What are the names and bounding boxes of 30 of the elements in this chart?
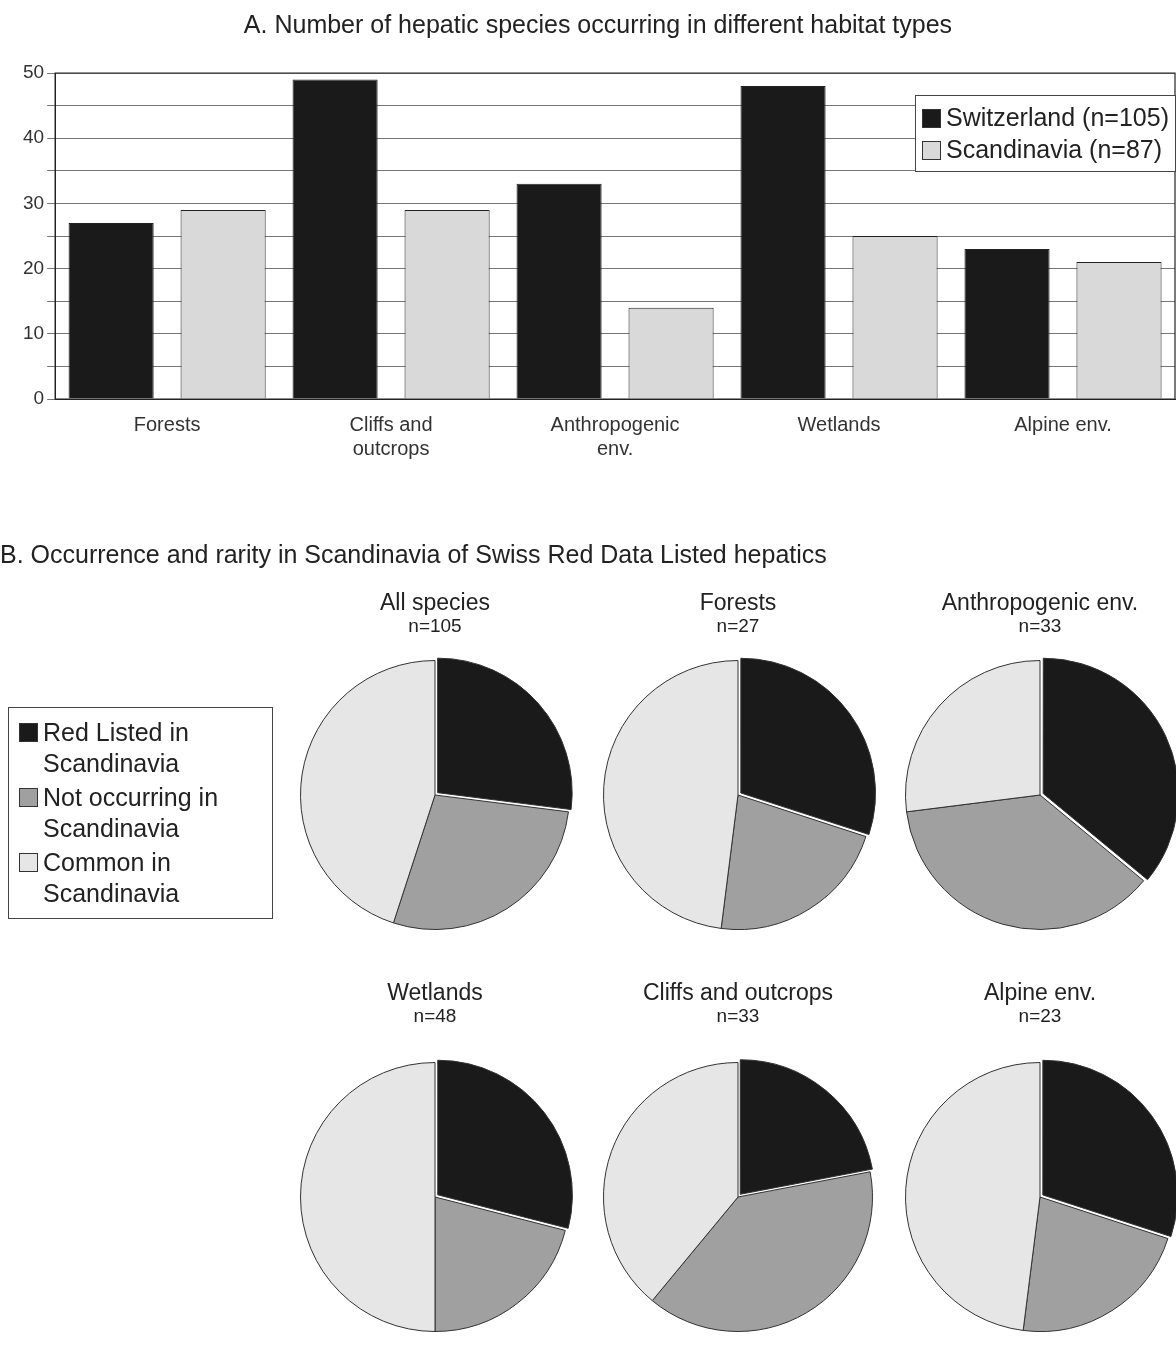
legend-label: Scandinavia (n=87) (945, 135, 1163, 164)
chart-title: Anthropogenic env. (940, 589, 1140, 615)
x-tick-label: Cliffs and outcrops (349, 412, 433, 459)
chart-subtitle: n=23 (1017, 1005, 1063, 1027)
chart-title: Forests (698, 589, 778, 615)
chart-subtitle: n=33 (1017, 615, 1063, 637)
chart-title: Wetlands (386, 979, 484, 1005)
legend-label: Red Listed in Scandinavia (43, 717, 190, 779)
y-tick-label: 10 (22, 322, 45, 344)
y-tick-label: 20 (22, 256, 45, 278)
chart-title: Alpine env. (982, 979, 1098, 1005)
chart-title: Cliffs and outcrops (641, 979, 835, 1005)
y-tick-label: 0 (33, 387, 45, 409)
chart-subtitle: n=48 (412, 1005, 458, 1027)
chart-subtitle: n=33 (715, 1005, 761, 1027)
text: B. Occurrence and rarity in Scandinavia of Swiss Red Data Listed hepatics (0, 540, 827, 569)
chart-subtitle: n=105 (407, 615, 463, 637)
chart-title: A. Number of hepatic species occurring in different habitat types (242, 10, 954, 39)
y-tick-label: 40 (22, 126, 45, 148)
legend-label: Common in Scandinavia (43, 847, 181, 909)
chart-title: All species (379, 589, 491, 615)
legend-label: Switzerland (n=105) (945, 103, 1169, 132)
y-tick-label: 50 (22, 61, 45, 83)
y-tick-label: 30 (22, 191, 45, 213)
chart-subtitle: n=27 (715, 615, 761, 637)
legend-label: Not occurring in Scandinavia (43, 782, 220, 844)
x-tick-label: Wetlands (797, 412, 881, 435)
x-tick-label: Anthropogenic env. (550, 412, 680, 459)
x-tick-label: Alpine env. (1014, 412, 1112, 435)
x-tick-label: Forests (133, 412, 201, 435)
